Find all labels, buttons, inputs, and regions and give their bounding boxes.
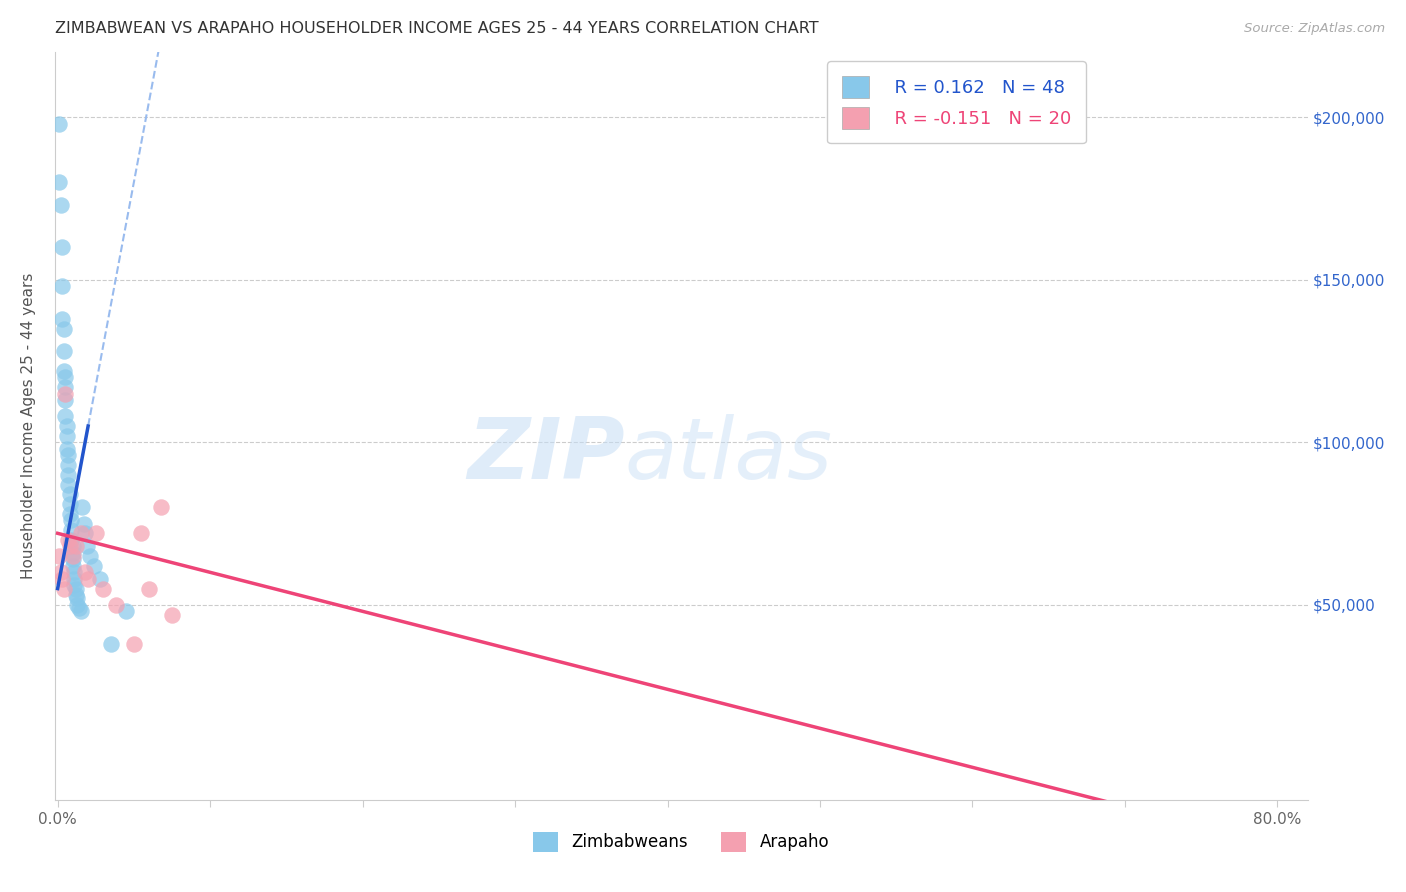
Point	[48, 175, 70, 189]
Point	[52, 344, 75, 359]
Text: ZIP: ZIP	[467, 415, 624, 498]
Point	[59, 539, 82, 553]
Point	[65, 539, 87, 553]
Point	[62, 546, 84, 560]
Point	[51, 240, 73, 254]
Point	[131, 526, 153, 541]
Point	[62, 539, 84, 553]
Point	[62, 552, 84, 566]
Point	[58, 448, 80, 462]
Point	[55, 429, 77, 443]
Point	[58, 458, 80, 472]
Point	[104, 598, 127, 612]
Point	[53, 386, 76, 401]
Point	[65, 588, 87, 602]
Point	[53, 380, 76, 394]
Point	[48, 549, 70, 563]
Y-axis label: Householder Income Ages 25 - 44 years: Householder Income Ages 25 - 44 years	[21, 273, 35, 579]
Point	[60, 513, 83, 527]
Point	[59, 487, 82, 501]
Point	[160, 607, 183, 622]
Point	[150, 500, 173, 515]
Point	[63, 572, 86, 586]
Point	[138, 582, 160, 596]
Point	[72, 516, 94, 531]
Point	[60, 533, 83, 547]
Point	[52, 364, 75, 378]
Point	[55, 419, 77, 434]
Point	[67, 601, 90, 615]
Point	[79, 549, 101, 563]
Point	[69, 604, 91, 618]
Point	[49, 566, 72, 580]
Point	[59, 507, 82, 521]
Point	[75, 526, 97, 541]
Point	[48, 117, 70, 131]
Point	[76, 539, 98, 553]
Point	[69, 526, 91, 541]
Point	[58, 533, 80, 547]
Point	[66, 591, 89, 606]
Point	[122, 637, 145, 651]
Text: Source: ZipAtlas.com: Source: ZipAtlas.com	[1244, 22, 1385, 36]
Point	[93, 582, 115, 596]
Point	[100, 637, 122, 651]
Point	[63, 566, 86, 580]
Point	[51, 311, 73, 326]
Text: ZIMBABWEAN VS ARAPAHO HOUSEHOLDER INCOME AGES 25 - 44 YEARS CORRELATION CHART: ZIMBABWEAN VS ARAPAHO HOUSEHOLDER INCOME…	[55, 21, 818, 36]
Point	[77, 572, 100, 586]
Point	[59, 497, 82, 511]
Point	[53, 409, 76, 424]
Point	[65, 582, 87, 596]
Point	[51, 572, 73, 586]
Point	[51, 279, 73, 293]
Point	[70, 500, 93, 515]
Legend: Zimbabweans, Arapaho: Zimbabweans, Arapaho	[526, 825, 837, 859]
Point	[115, 604, 138, 618]
Point	[63, 578, 86, 592]
Point	[60, 523, 83, 537]
Point	[53, 392, 76, 407]
Point	[62, 558, 84, 573]
Point	[52, 321, 75, 335]
Point	[84, 526, 107, 541]
Point	[58, 467, 80, 482]
Point	[83, 558, 105, 573]
Point	[75, 566, 97, 580]
Text: atlas: atlas	[624, 415, 832, 498]
Point	[53, 370, 76, 384]
Point	[62, 549, 84, 563]
Point	[89, 572, 111, 586]
Point	[55, 442, 77, 456]
Point	[49, 198, 72, 212]
Point	[66, 598, 89, 612]
Point	[52, 582, 75, 596]
Point	[58, 477, 80, 491]
